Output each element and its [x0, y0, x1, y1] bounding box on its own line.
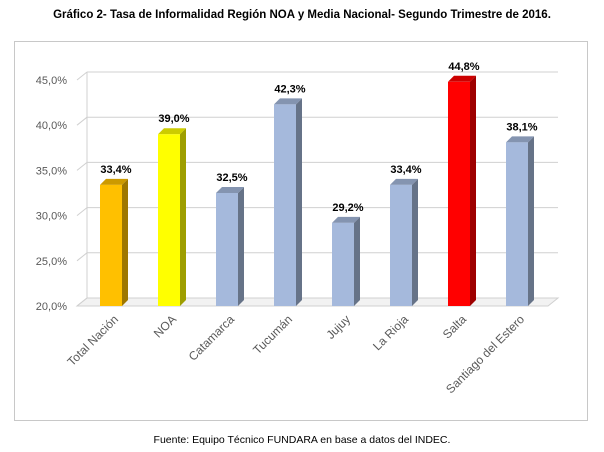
y-tick-label: 30,0%: [36, 211, 67, 223]
data-label: 33,4%: [100, 164, 131, 176]
bar-chart: 20,0% 25,0% 30,0% 35,0% 40,0% 45,0% 33,4% Total…: [36, 61, 560, 396]
chart-title: Gráfico 2- Tasa de Informalidad Región N…: [53, 9, 551, 21]
x-tick-label: Jujuy: [323, 312, 353, 342]
gridline-diag: [76, 71, 88, 81]
x-tick-label: Tucumán: [250, 312, 295, 357]
bar-top: [448, 75, 476, 82]
bar-side: [180, 128, 186, 306]
gridline-diag: [76, 252, 88, 262]
x-tick-label: NOA: [151, 312, 179, 340]
data-label: 39,0%: [158, 113, 189, 125]
source-note: Fuente: Equipo Técnico FUNDARA en base a…: [153, 434, 451, 446]
bar: [390, 184, 412, 306]
bar: [506, 142, 528, 306]
bar-side: [122, 178, 128, 306]
bar: [274, 104, 296, 307]
gridline-diag: [76, 116, 88, 126]
bar-side: [412, 178, 418, 306]
bar: [332, 222, 354, 306]
y-tick-label: 45,0%: [36, 75, 67, 87]
bar-top: [332, 216, 360, 223]
bar-top: [274, 98, 302, 105]
bar-side: [354, 216, 360, 306]
y-tick-label: 25,0%: [36, 256, 67, 268]
data-label: 44,8%: [448, 61, 479, 73]
y-tick-label: 40,0%: [36, 120, 67, 132]
x-tick-label: Salta: [440, 312, 469, 341]
chart-floor: [75, 297, 560, 307]
data-label: 38,1%: [506, 121, 537, 133]
bar: [448, 81, 470, 306]
gridline-diag: [76, 207, 88, 216]
y-tick-label: 35,0%: [36, 165, 67, 177]
bar-top: [506, 136, 534, 143]
x-tick-label: Total Nación: [65, 312, 122, 369]
bar-side: [296, 98, 302, 307]
gridline-diag: [76, 162, 88, 171]
bar-top: [100, 178, 128, 185]
bar: [158, 134, 180, 306]
data-label: 32,5%: [216, 172, 247, 184]
x-tick-label: Catamarca: [186, 312, 238, 364]
data-label: 42,3%: [274, 83, 305, 95]
bar-top: [216, 187, 244, 193]
bar-side: [470, 75, 476, 306]
gridline-diag: [76, 297, 88, 307]
bar: [100, 184, 122, 306]
bar: [216, 193, 238, 306]
data-label: 29,2%: [332, 202, 363, 214]
data-label: 33,4%: [390, 164, 421, 176]
x-tick-label: La Rioja: [370, 312, 411, 353]
bar-top: [390, 178, 418, 185]
bar-side: [528, 136, 534, 306]
y-tick-label: 20,0%: [36, 301, 67, 313]
bar-side: [238, 187, 244, 306]
bar-top: [158, 128, 186, 135]
